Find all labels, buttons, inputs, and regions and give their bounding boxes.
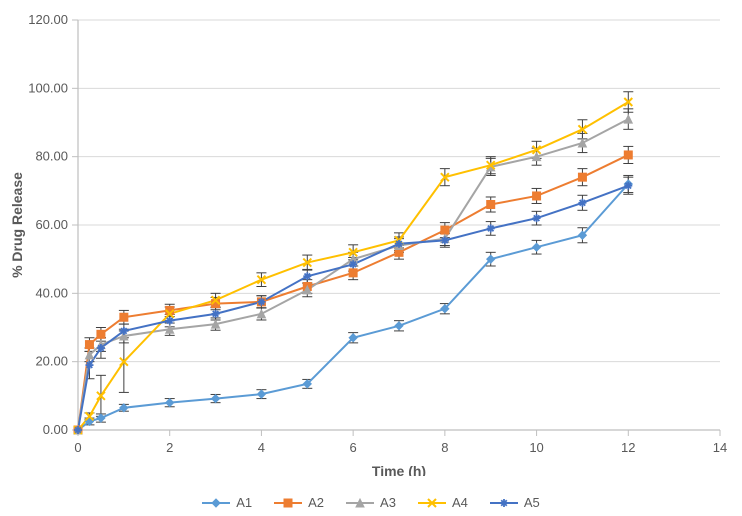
x-tick-label: 14 bbox=[713, 440, 727, 455]
x-tick-label: 6 bbox=[350, 440, 357, 455]
x-axis-label: Time (h) bbox=[372, 463, 426, 476]
y-tick-label: 0.00 bbox=[43, 422, 68, 437]
chart-bg bbox=[0, 0, 742, 476]
legend-item-A2: A2 bbox=[274, 495, 324, 510]
marker-square bbox=[441, 226, 449, 234]
x-tick-label: 12 bbox=[621, 440, 635, 455]
legend-swatch-svg bbox=[274, 496, 302, 510]
x-tick-label: 4 bbox=[258, 440, 265, 455]
marker-square bbox=[578, 173, 586, 181]
legend-label: A3 bbox=[380, 495, 396, 510]
legend-swatch bbox=[490, 496, 518, 510]
x-tick-label: 0 bbox=[74, 440, 81, 455]
y-tick-label: 100.00 bbox=[28, 80, 68, 95]
marker-square bbox=[624, 151, 632, 159]
legend-label: A1 bbox=[236, 495, 252, 510]
legend-swatch-svg bbox=[346, 496, 374, 510]
legend-swatch-svg bbox=[202, 496, 230, 510]
legend-item-A4: A4 bbox=[418, 495, 468, 510]
x-tick-label: 2 bbox=[166, 440, 173, 455]
legend-item-A5: A5 bbox=[490, 495, 540, 510]
marker-square bbox=[533, 192, 541, 200]
x-tick-label: 8 bbox=[441, 440, 448, 455]
legend-swatch-svg bbox=[418, 496, 446, 510]
y-tick-label: 20.00 bbox=[35, 354, 68, 369]
marker-square bbox=[349, 269, 357, 277]
x-tick-label: 10 bbox=[529, 440, 543, 455]
marker-square bbox=[120, 313, 128, 321]
legend-swatch bbox=[418, 496, 446, 510]
y-axis-label: % Drug Release bbox=[9, 172, 25, 278]
marker-square bbox=[85, 341, 93, 349]
marker-square bbox=[284, 499, 292, 507]
legend-item-A3: A3 bbox=[346, 495, 396, 510]
legend-label: A5 bbox=[524, 495, 540, 510]
legend-swatch bbox=[274, 496, 302, 510]
legend-swatch-svg bbox=[490, 496, 518, 510]
marker-square bbox=[487, 201, 495, 209]
drug-release-chart: 0 2 4 6 8 10 12 14 0.00 20.00 40.00 60.00 80.00 100.0… bbox=[0, 0, 742, 516]
legend-swatch bbox=[202, 496, 230, 510]
legend-swatch bbox=[346, 496, 374, 510]
legend-item-A1: A1 bbox=[202, 495, 252, 510]
y-tick-label: 60.00 bbox=[35, 217, 68, 232]
legend-label: A4 bbox=[452, 495, 468, 510]
marker-square bbox=[97, 330, 105, 338]
legend-label: A2 bbox=[308, 495, 324, 510]
y-tick-label: 40.00 bbox=[35, 285, 68, 300]
y-tick-label: 120.00 bbox=[28, 12, 68, 27]
y-tick-label: 80.00 bbox=[35, 149, 68, 164]
marker-diamond bbox=[212, 499, 220, 507]
chart-svg: 0 2 4 6 8 10 12 14 0.00 20.00 40.00 60.00 80.00 100.0… bbox=[0, 0, 742, 476]
legend: A1 A2 A3 A4 A5 bbox=[0, 495, 742, 510]
